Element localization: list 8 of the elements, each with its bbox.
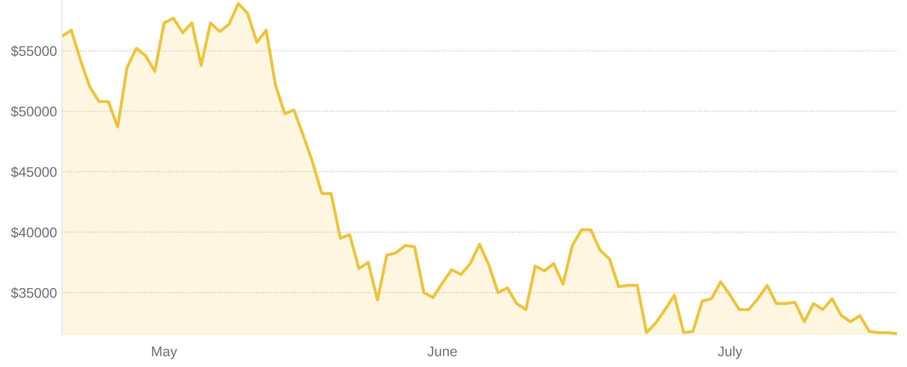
y-tick-label: $35000 bbox=[10, 287, 57, 299]
y-tick-label: $45000 bbox=[10, 166, 57, 178]
y-tick-label: $50000 bbox=[10, 106, 57, 118]
x-tick-label: May bbox=[152, 346, 178, 360]
y-tick-label: $55000 bbox=[10, 46, 57, 57]
y-tick-label: $40000 bbox=[10, 226, 57, 238]
x-tick-label: June bbox=[428, 346, 457, 356]
x-tick-label: July bbox=[718, 346, 742, 360]
